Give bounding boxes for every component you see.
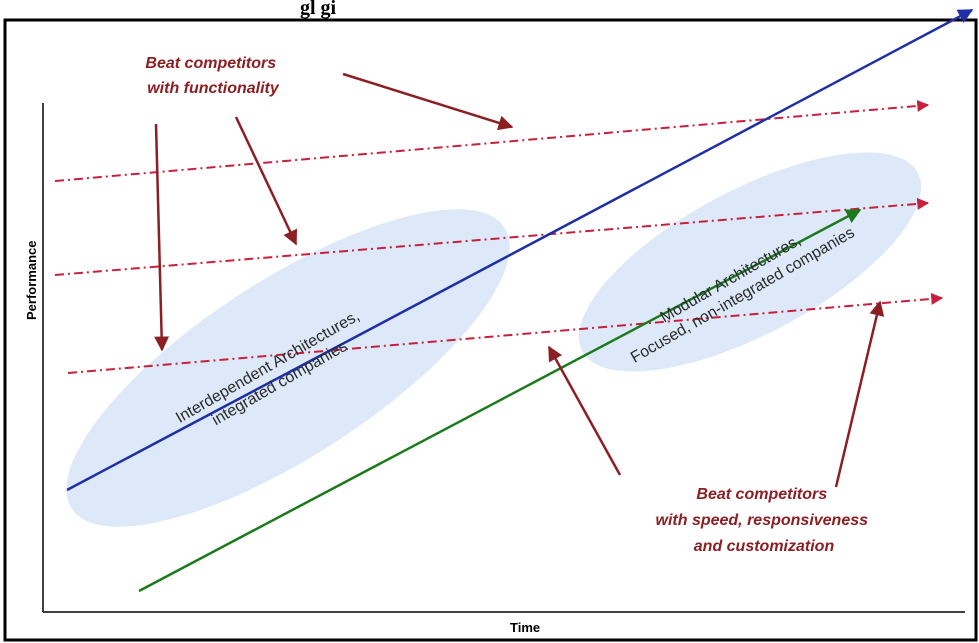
annotation-speed-line-3: and customization — [694, 538, 835, 555]
integrated-trend-line — [66, 8, 974, 492]
annotation-functionality-line-1: Beat competitors — [145, 55, 276, 72]
dashed-trajectory-middle — [54, 197, 930, 276]
dashed-trajectory-top — [54, 99, 930, 182]
annotation-functionality-line-2: with functionality — [147, 80, 280, 97]
diagram-frame — [3, 18, 978, 642]
title-fragment: gl gi — [300, 0, 337, 19]
functionality-arrow-middle — [234, 116, 298, 246]
functionality-arrow-right — [342, 72, 514, 131]
speed-arrow-left — [547, 345, 622, 476]
cloud-integrated — [66, 209, 510, 527]
dashed-trajectory-bottom — [67, 292, 944, 374]
x-axis-label: Time — [510, 620, 540, 635]
functionality-arrow-down — [154, 123, 170, 352]
annotation-speed-line-1: Beat competitors — [696, 486, 827, 503]
y-axis-label: Performance — [24, 241, 39, 320]
speed-arrow-right — [834, 300, 885, 488]
cloud-modular — [578, 152, 922, 372]
annotation-speed-line-2: with speed, responsiveness — [656, 512, 869, 529]
annotation-speed: Beat competitors with speed, responsiven… — [656, 486, 873, 555]
modular-trend-line — [138, 208, 862, 593]
annotation-functionality: Beat competitors with functionality — [145, 55, 280, 97]
